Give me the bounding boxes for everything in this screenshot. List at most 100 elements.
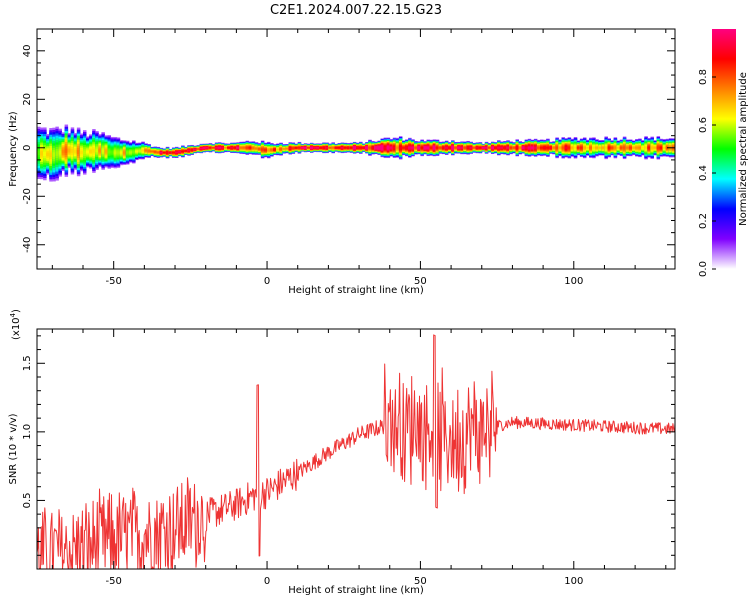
- heatmap-cell: [533, 147, 538, 149]
- heatmap-cell: [52, 152, 56, 157]
- heatmap-cell: [432, 147, 437, 149]
- heatmap-cell: [297, 147, 302, 149]
- heatmap-cell: [153, 151, 158, 153]
- heatmap-cell: [119, 151, 124, 154]
- heatmap-cell: [515, 147, 519, 149]
- x-tick-label: 0: [264, 576, 270, 587]
- heatmap-cell: [444, 147, 449, 149]
- y-tick-label: 1.5: [22, 355, 33, 371]
- colorbar: 0.0 0.2 0.4 0.6 0.8 Normalized spectral ampl…: [698, 29, 749, 277]
- heatmap-cell: [374, 147, 378, 149]
- heatmap-cell: [267, 149, 271, 151]
- heatmap-cell: [227, 147, 231, 149]
- heatmap-cell: [257, 148, 262, 150]
- heatmap-cell: [478, 147, 483, 149]
- heatmap-cell: [536, 147, 541, 149]
- y-tick-label: 1.0: [22, 424, 33, 440]
- colorbar-tick-label: 0.0: [698, 261, 709, 277]
- heatmap-cell: [319, 147, 323, 149]
- heatmap-cell: [368, 147, 372, 149]
- svg-text:(x104): (x104): [9, 309, 22, 340]
- heatmap-cell: [567, 146, 572, 149]
- heatmap-cell: [561, 146, 565, 149]
- heatmap-cell: [92, 149, 96, 153]
- heatmap-cell: [113, 151, 118, 154]
- heatmap-cell: [543, 147, 547, 149]
- heatmap-cell: [592, 146, 596, 149]
- heatmap-cell: [628, 147, 633, 149]
- heatmap-cell: [549, 147, 553, 149]
- heatmap-cell: [386, 146, 391, 149]
- heatmap-cell: [107, 150, 112, 154]
- heatmap-cell: [420, 147, 424, 149]
- heatmap-cell: [309, 147, 314, 149]
- heatmap-cell: [497, 147, 501, 149]
- heatmap-cell: [405, 147, 409, 149]
- heatmap-cell: [260, 148, 265, 151]
- heatmap-cell: [205, 147, 210, 149]
- heatmap-cell: [178, 151, 182, 153]
- heatmap-cell: [558, 147, 562, 149]
- heatmap-cell: [251, 147, 256, 149]
- heatmap-cell: [343, 147, 348, 149]
- heatmap-cell: [494, 147, 498, 149]
- heatmap-cell: [411, 147, 415, 149]
- heatmap-cell: [380, 147, 385, 149]
- heatmap-cell: [236, 147, 240, 149]
- heatmap-cell: [233, 147, 237, 149]
- heatmap-cell: [365, 147, 369, 149]
- heatmap-cell: [46, 152, 50, 157]
- heatmap-cell: [635, 147, 639, 149]
- heatmap-cell: [448, 147, 452, 149]
- heatmap-cell: [49, 152, 53, 158]
- heatmap-cell: [570, 147, 575, 149]
- snr-multiplier-close: ): [11, 309, 22, 313]
- heatmap-cell: [171, 152, 176, 154]
- heatmap-cell: [291, 147, 296, 149]
- heatmap-cell: [67, 149, 72, 152]
- heatmap-cell: [202, 147, 207, 149]
- x-tick-label: 100: [564, 576, 583, 587]
- heatmap-cell: [125, 151, 130, 154]
- heatmap-cell: [647, 146, 651, 149]
- heatmap-cell: [83, 150, 87, 155]
- heatmap-cell: [221, 147, 225, 149]
- heatmap-cell: [371, 147, 375, 149]
- spectrogram-y-axis-label: Frequency (Hz): [8, 111, 19, 187]
- heatmap-cell: [187, 150, 191, 151]
- heatmap-cell: [625, 147, 630, 149]
- heatmap-cell: [518, 147, 523, 149]
- heatmap-cell: [86, 150, 90, 154]
- spectrogram-x-axis-label: Height of straight line (km): [288, 285, 424, 296]
- heatmap-cell: [116, 151, 121, 154]
- heatmap-cell: [254, 147, 259, 150]
- x-tick-label: 0: [264, 276, 270, 287]
- heatmap-cell: [429, 147, 434, 149]
- heatmap-cell: [622, 146, 627, 149]
- heatmap-cell: [199, 148, 204, 149]
- colorbar-label: Normalized spectral amplitude: [738, 72, 749, 226]
- x-tick-label: 50: [414, 576, 427, 587]
- heatmap-cell: [632, 147, 636, 149]
- heatmap-cell: [650, 146, 654, 149]
- heatmap-cell: [573, 146, 578, 149]
- heatmap-cell: [500, 147, 504, 149]
- heatmap-cell: [208, 147, 213, 149]
- heatmap-cell: [552, 147, 556, 149]
- heatmap-cell: [527, 147, 532, 149]
- heatmap-cell: [300, 147, 305, 149]
- heatmap-cell: [73, 149, 78, 153]
- heatmap-cell: [589, 146, 593, 149]
- y-tick-label: 0: [22, 145, 33, 151]
- heatmap-cell: [98, 149, 102, 152]
- x-tick-label: 100: [564, 276, 583, 287]
- heatmap-cell: [168, 152, 173, 153]
- heatmap-cell: [349, 147, 354, 149]
- heatmap-cell: [604, 146, 608, 149]
- heatmap-cell: [395, 146, 400, 149]
- y-tick-label: 0.5: [22, 492, 33, 508]
- heatmap-cell: [530, 147, 535, 149]
- heatmap-cell: [79, 150, 84, 154]
- heatmap-cell: [346, 147, 351, 149]
